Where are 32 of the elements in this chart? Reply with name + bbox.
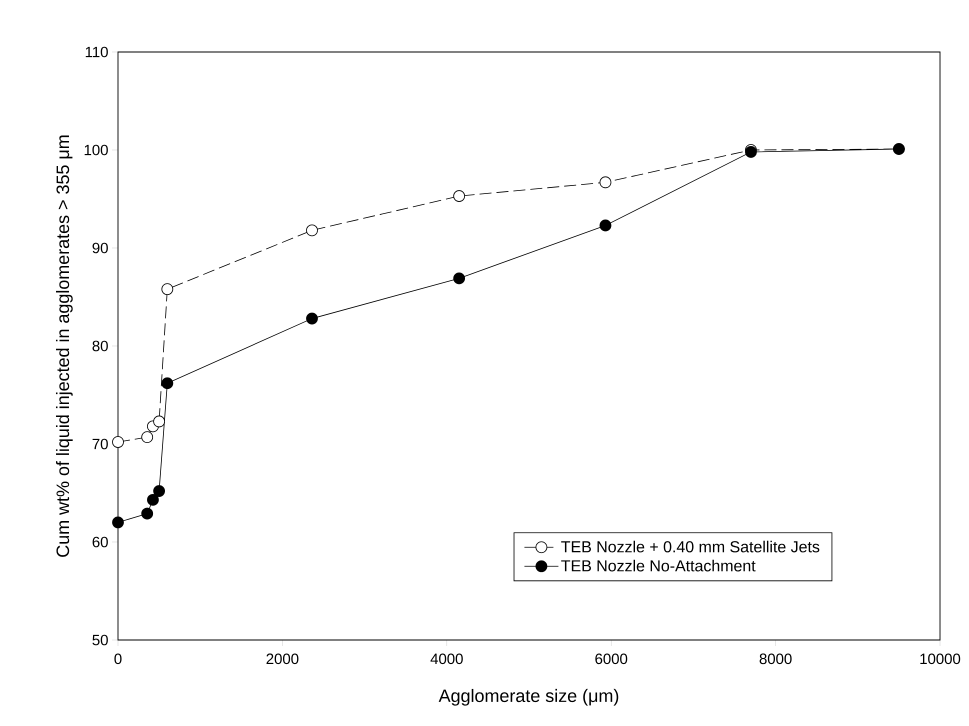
y-tick-label: 50 [92,634,108,646]
x-tick-label: 8000 [760,654,792,664]
point [453,190,466,202]
legend-label: TEB Nozzle No-Attachment [561,560,756,572]
point [153,416,165,428]
point [306,312,318,324]
point [112,436,124,448]
point [141,431,154,444]
y-tick-label: 110 [86,46,108,58]
y-tick-label: 60 [92,536,108,548]
x-tick-label: 0 [114,654,122,664]
point [306,224,318,236]
y-tick-label: 80 [92,340,108,352]
x-tick-label: 6000 [595,654,628,664]
x-tick-label: 4000 [430,654,463,664]
x-axis-title: Agglomerate size (μm) [438,688,618,706]
y-axis-title: Cum wt% of liquid injected in agglomerates > 355 μm [56,136,73,557]
point [141,508,154,520]
y-tick-label: 90 [92,242,108,254]
point [600,176,612,188]
point [112,516,124,528]
x-tick-label: 10000 [920,654,960,664]
point [161,377,174,390]
point [147,494,159,506]
point [600,220,612,232]
x-tick-label: 2000 [266,654,298,664]
y-tick-label: 100 [84,144,108,156]
y-tick-label: 70 [92,438,108,450]
point [153,485,165,497]
legend-label: TEB Nozzle + 0.40 mm Satellite Jets [561,540,820,552]
point [161,283,174,296]
point [453,272,466,284]
